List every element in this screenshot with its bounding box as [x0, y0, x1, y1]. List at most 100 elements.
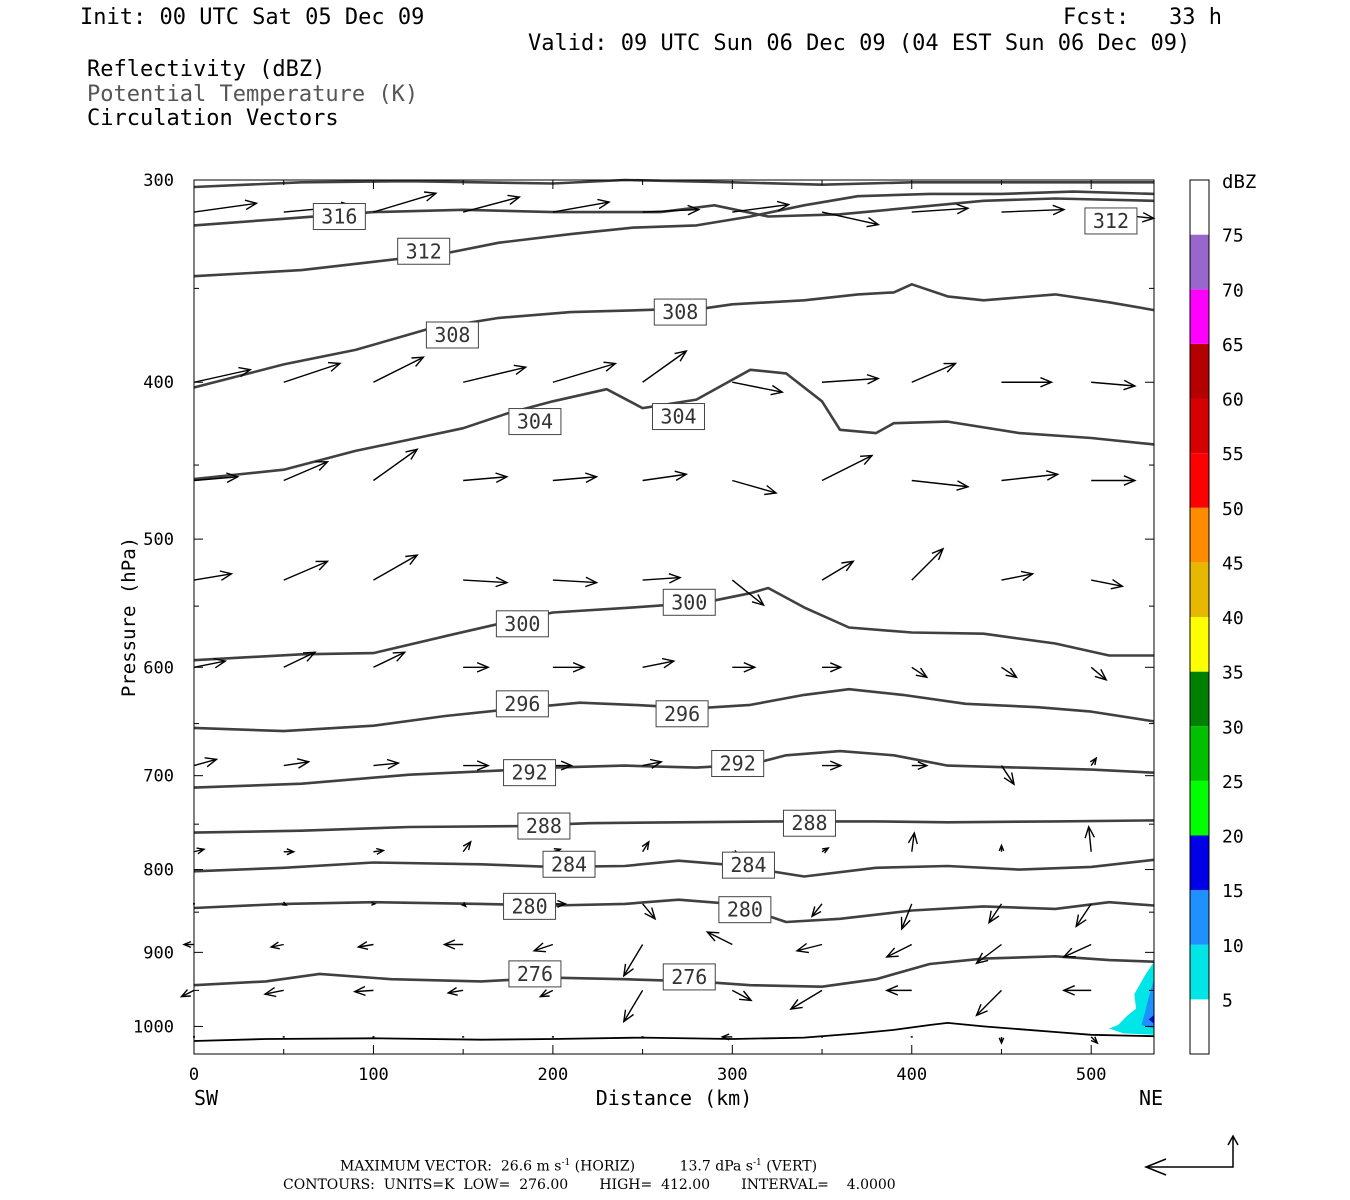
- vector-head: [900, 916, 911, 931]
- circulation-vector: [193, 472, 240, 484]
- vector-shaft: [193, 758, 217, 767]
- colorbar-level-label: 65: [1222, 335, 1244, 356]
- circulation-vector: [442, 939, 464, 950]
- circulation-vector: [356, 941, 374, 950]
- reflectivity-area-10dbz: [1141, 979, 1154, 1029]
- contour-label-box-276: [662, 963, 716, 991]
- vector-head: [860, 454, 874, 466]
- vector-head: [931, 547, 945, 561]
- vector-shaft: [642, 576, 681, 581]
- circulation-vector: [1075, 903, 1092, 928]
- colorbar-level-label: 30: [1222, 717, 1244, 738]
- vector-head: [998, 1037, 1005, 1045]
- y-tick-label: 400: [143, 373, 174, 393]
- vector-shaft: [193, 573, 232, 581]
- colorbar-swatch: [1190, 562, 1209, 617]
- contour-label-box-308: [425, 321, 479, 349]
- vector-shaft: [373, 651, 405, 668]
- vector-shaft: [1087, 826, 1092, 852]
- right-endpoint-label: NE: [1139, 1086, 1163, 1110]
- circulation-vector: [821, 454, 874, 482]
- vector-head: [1084, 825, 1096, 839]
- circulation-vector: [885, 943, 913, 958]
- x-tick-label: 0: [189, 1065, 199, 1085]
- circulation-vector: [463, 661, 490, 673]
- contour-label-316: 316: [321, 205, 357, 229]
- vector-head: [885, 947, 899, 958]
- colorbar-swatch: [1190, 398, 1209, 454]
- vector-head: [182, 940, 192, 949]
- valid-time: Valid: 09 UTC Sun 06 Dec 09 (04 EST Sun …: [528, 31, 1191, 56]
- y-tick-label: 800: [143, 861, 174, 881]
- vector-head: [841, 560, 855, 572]
- circulation-vector: [911, 479, 970, 491]
- circulation-vector: [1091, 379, 1137, 391]
- vector-shaft: [642, 350, 687, 383]
- colorbar-level-label: 60: [1222, 390, 1244, 411]
- vector-head: [476, 760, 491, 771]
- max-vector-horiz: 26.6 m s: [500, 1158, 562, 1175]
- vector-shaft: [552, 362, 616, 383]
- colorbar-level-label: 40: [1222, 608, 1244, 629]
- contour-label-280: 280: [511, 894, 547, 918]
- contour-label-276: 276: [517, 962, 553, 986]
- vector-shaft: [796, 943, 823, 952]
- vector-head: [296, 758, 311, 769]
- vector-head: [622, 1009, 634, 1024]
- x-tick-label: 200: [538, 1065, 569, 1085]
- vector-head: [1061, 985, 1075, 996]
- vector-head: [1003, 772, 1016, 786]
- colorbar-swatch: [1190, 453, 1209, 508]
- x-tick-label: 500: [1076, 1065, 1107, 1085]
- circulation-vector: [461, 901, 468, 908]
- y-tick-label: 300: [143, 171, 174, 191]
- vector-head: [770, 384, 785, 396]
- circulation-vector: [622, 990, 644, 1024]
- vector-shaft: [901, 903, 913, 930]
- circulation-vector: [1089, 756, 1098, 766]
- circulation-vector: [642, 204, 701, 216]
- vector-head: [674, 349, 688, 362]
- vector-head: [213, 657, 228, 669]
- circulation-vector: [283, 560, 330, 581]
- contour-label-296: 296: [504, 692, 540, 716]
- vert-exponent: -1: [752, 1158, 762, 1168]
- circulation-vector: [1090, 666, 1108, 681]
- contour-label-box-280: [503, 892, 557, 920]
- circulation-vector: [462, 364, 528, 383]
- vector-head: [286, 848, 296, 856]
- vector-head: [649, 758, 664, 769]
- circulation-vector: [822, 662, 843, 673]
- vector-head: [885, 985, 899, 996]
- reflectivity-area-5dbz: [1109, 961, 1154, 1035]
- colorbar-level-label: 15: [1222, 881, 1244, 902]
- vector-shaft: [976, 943, 1002, 964]
- circulation-vector: [911, 666, 929, 679]
- field-vectors-title: Circulation Vectors: [87, 106, 339, 131]
- vector-shaft: [642, 208, 699, 213]
- vector-shaft: [354, 989, 374, 993]
- vector-head: [975, 1003, 988, 1017]
- theta-contour-288: [193, 819, 1155, 834]
- contour-label-box-280: [718, 896, 772, 924]
- vector-shaft: [731, 579, 765, 606]
- vector-head: [1040, 376, 1054, 388]
- colorbar-swatch: [1190, 289, 1209, 344]
- colorbar: 5 10 15 20 25 30 35 40 45 50 55 60 65 70 75: [1189, 179, 1244, 1055]
- vector-shaft: [181, 989, 195, 998]
- colorbar-swatch: [1190, 890, 1209, 945]
- colorbar-level-label: 50: [1222, 499, 1244, 520]
- vector-head: [538, 989, 550, 998]
- vector-head: [622, 963, 634, 978]
- colorbar-swatch: [1190, 999, 1209, 1054]
- circulation-vector: [975, 989, 1002, 1017]
- vector-head: [196, 847, 206, 855]
- circulation-vector: [373, 356, 426, 383]
- circulation-vector: [532, 942, 554, 953]
- vector-shaft: [271, 943, 284, 948]
- vector-head: [584, 472, 599, 484]
- vector-head: [263, 987, 277, 998]
- vector-head: [179, 989, 191, 998]
- circulation-vector: [373, 448, 419, 482]
